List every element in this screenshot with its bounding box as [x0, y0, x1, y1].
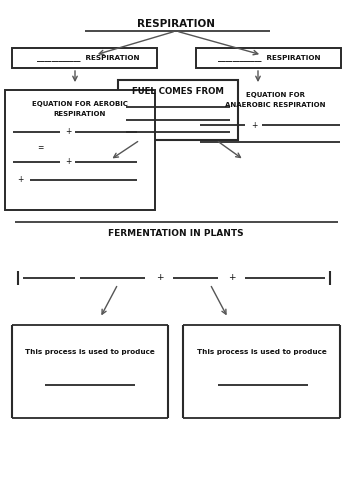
Text: +: + [65, 158, 71, 166]
Text: +: + [156, 274, 164, 282]
Text: +: + [228, 274, 236, 282]
Text: ____________  RESPIRATION: ____________ RESPIRATION [37, 54, 139, 62]
Bar [118, 80, 238, 140]
Text: ANAEROBIC RESPIRATION: ANAEROBIC RESPIRATION [225, 102, 325, 108]
Text: ____________  RESPIRATION: ____________ RESPIRATION [218, 54, 320, 62]
Text: EQUATION FOR AEROBIC: EQUATION FOR AEROBIC [32, 101, 128, 107]
Text: +: + [65, 128, 71, 136]
Bar [5, 90, 155, 210]
Bar [196, 48, 341, 68]
Bar [12, 48, 157, 68]
Text: This process is used to produce: This process is used to produce [25, 349, 155, 355]
Text: FERMENTATION IN PLANTS: FERMENTATION IN PLANTS [108, 228, 244, 237]
Text: EQUATION FOR: EQUATION FOR [245, 92, 305, 98]
Text: RESPIRATION: RESPIRATION [54, 111, 106, 117]
Text: +: + [17, 176, 23, 184]
Text: FUEL COMES FROM: FUEL COMES FROM [132, 88, 224, 96]
Text: This process is used to produce: This process is used to produce [197, 349, 327, 355]
Text: +: + [251, 120, 257, 130]
Text: =: = [37, 144, 43, 152]
Text: RESPIRATION: RESPIRATION [137, 19, 215, 29]
